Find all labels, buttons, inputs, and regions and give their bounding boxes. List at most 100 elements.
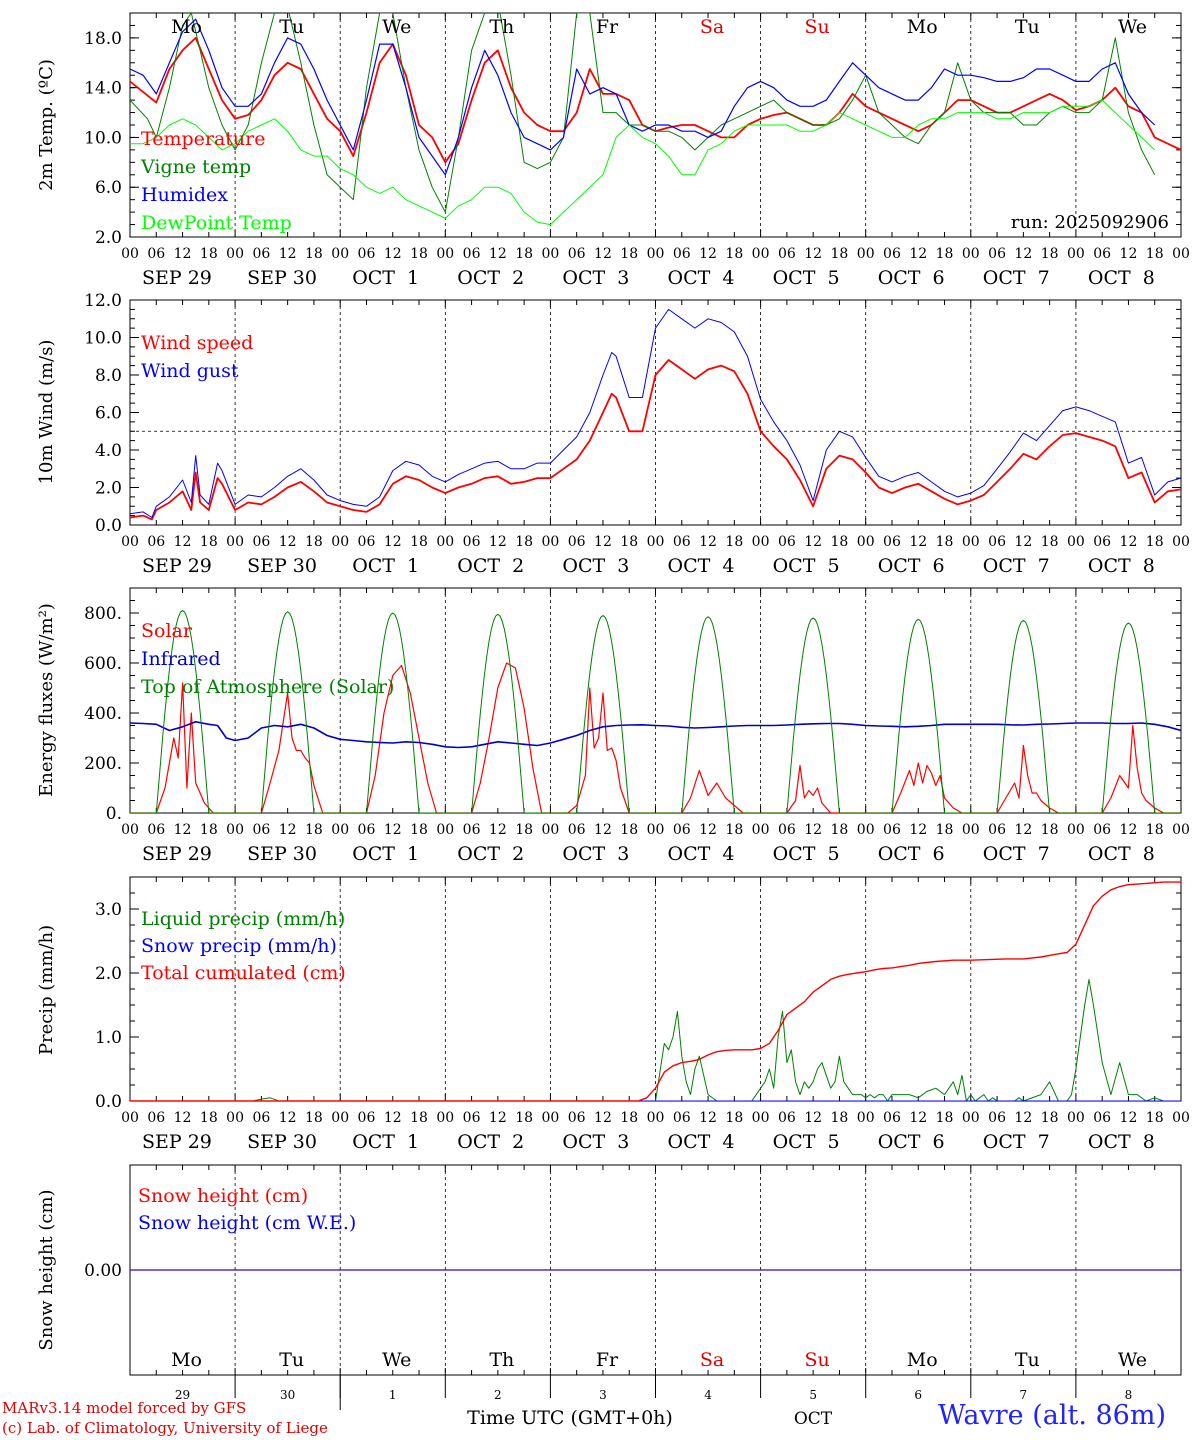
temp-series-humidex <box>130 18 1156 176</box>
energy-hour-tick-label: 06 <box>358 822 376 838</box>
wind-hour-tick-label: 06 <box>147 534 165 550</box>
wind-hour-tick-label: 00 <box>541 534 559 550</box>
energy-hour-tick-label: 06 <box>147 822 165 838</box>
precip-hour-tick-label: 12 <box>909 1110 927 1126</box>
energy-hour-tick-label: 12 <box>384 822 402 838</box>
weekday-label-top: Mo <box>171 16 202 38</box>
weekday-label-top: Tu <box>1015 16 1040 38</box>
weekday-label-bottom: Mo <box>171 1349 202 1371</box>
precip-hour-tick-label: 00 <box>1172 1110 1190 1126</box>
temp-hour-tick-label: 18 <box>515 246 533 262</box>
bottom-day-number: 5 <box>809 1388 817 1402</box>
precip-hour-tick-label: 00 <box>1067 1110 1085 1126</box>
weekday-label-top: Th <box>489 16 514 38</box>
snow-ylabel: Snow height (cm) <box>36 1189 57 1350</box>
energy-date-label: OCT 3 <box>562 843 629 865</box>
wind-hour-tick-label: 18 <box>200 534 218 550</box>
temp-hour-tick-label: 12 <box>699 246 717 262</box>
precip-date-label: SEP 30 <box>247 1131 317 1153</box>
wind-hour-tick-label: 12 <box>1120 534 1138 550</box>
temp-legend-item: Humidex <box>141 184 228 206</box>
energy-hour-tick-label: 18 <box>410 822 428 838</box>
weekday-label-bottom: We <box>382 1349 411 1371</box>
bottom-day-number: 3 <box>599 1388 607 1402</box>
temp-hour-tick-label: 00 <box>857 246 875 262</box>
precip-hour-tick-label: 06 <box>252 1110 270 1126</box>
weekday-label-top: Tu <box>279 16 304 38</box>
precip-hour-tick-label: 00 <box>436 1110 454 1126</box>
energy-hour-tick-label: 06 <box>673 822 691 838</box>
precip-ytick-label: 3.0 <box>95 900 122 920</box>
bottom-day-number: 1 <box>389 1388 397 1402</box>
temp-date-label: SEP 29 <box>142 267 212 289</box>
temp-hour-tick-label: 18 <box>725 246 743 262</box>
precip-legend-item: Snow precip (mm/h) <box>141 935 337 957</box>
precip-hour-tick-label: 12 <box>594 1110 612 1126</box>
wind-date-label: SEP 30 <box>247 555 317 577</box>
wind-legend-item: Wind gust <box>141 360 239 382</box>
precip-hour-tick-label: 12 <box>384 1110 402 1126</box>
wind-hour-tick-label: 18 <box>1041 534 1059 550</box>
energy-hour-tick-label: 00 <box>226 822 244 838</box>
weekday-label-bottom: Fr <box>596 1349 619 1371</box>
wind-hour-tick-label: 06 <box>988 534 1006 550</box>
temp-hour-tick-label: 12 <box>1120 246 1138 262</box>
temp-hour-tick-label: 06 <box>568 246 586 262</box>
wind-hour-tick-label: 00 <box>647 534 665 550</box>
credit-line-2: (c) Lab. of Climatology, University of L… <box>2 1419 328 1437</box>
wind-hour-tick-label: 12 <box>594 534 612 550</box>
temp-hour-tick-label: 18 <box>1146 246 1164 262</box>
energy-hour-tick-label: 18 <box>936 822 954 838</box>
wind-hour-tick-label: 00 <box>962 534 980 550</box>
precip-ytick-label: 0.0 <box>95 1092 122 1112</box>
wind-date-label: OCT 1 <box>352 555 419 577</box>
wind-hour-tick-label: 18 <box>1146 534 1164 550</box>
snow-legend-item: Snow height (cm W.E.) <box>138 1212 356 1234</box>
temp-ylabel: 2m Temp. (ºC) <box>36 59 57 191</box>
precip-hour-tick-label: 06 <box>358 1110 376 1126</box>
wind-ytick-label: 0.0 <box>95 516 122 536</box>
energy-frame <box>129 587 1182 814</box>
energy-ytick-label: 400. <box>84 704 122 724</box>
energy-hour-tick-label: 12 <box>1014 822 1032 838</box>
precip-hour-tick-label: 00 <box>121 1110 139 1126</box>
energy-series-top-of-atmosphere-solar- <box>130 610 1181 813</box>
precip-date-label: OCT 2 <box>457 1131 524 1153</box>
precip-hour-tick-label: 12 <box>699 1110 717 1126</box>
precip-hour-tick-label: 18 <box>410 1110 428 1126</box>
energy-hour-tick-label: 12 <box>594 822 612 838</box>
wind-hour-tick-label: 06 <box>568 534 586 550</box>
temp-hour-tick-label: 18 <box>620 246 638 262</box>
wind-hour-tick-label: 12 <box>279 534 297 550</box>
energy-date-label: OCT 1 <box>352 843 419 865</box>
wind-ytick-label: 12.0 <box>84 291 122 311</box>
precip-hour-tick-label: 12 <box>1014 1110 1032 1126</box>
wind-date-label: OCT 8 <box>1088 555 1155 577</box>
precip-date-label: OCT 7 <box>983 1131 1050 1153</box>
bottom-day-number: 4 <box>704 1388 712 1402</box>
temp-hour-tick-label: 00 <box>752 246 770 262</box>
precip-hour-tick-label: 18 <box>200 1110 218 1126</box>
energy-hour-tick-label: 06 <box>1093 822 1111 838</box>
weekday-label-bottom: Tu <box>1015 1349 1040 1371</box>
wind-date-label: OCT 6 <box>878 555 945 577</box>
precip-hour-tick-label: 18 <box>620 1110 638 1126</box>
temp-ytick-label: 10.0 <box>84 128 122 148</box>
wind-hour-tick-label: 06 <box>1093 534 1111 550</box>
precip-hour-tick-label: 06 <box>673 1110 691 1126</box>
weekday-label-top: Fr <box>596 16 619 38</box>
temp-ytick-label: 2.0 <box>95 228 122 248</box>
temp-hour-tick-label: 18 <box>305 246 323 262</box>
precip-ylabel: Precip (mm/h) <box>36 925 57 1055</box>
energy-hour-tick-label: 12 <box>909 822 927 838</box>
energy-ytick-label: 800. <box>84 604 122 624</box>
energy-hour-tick-label: 18 <box>1041 822 1059 838</box>
energy-hour-tick-label: 18 <box>200 822 218 838</box>
temp-date-label: OCT 8 <box>1088 267 1155 289</box>
temp-date-label: OCT 2 <box>457 267 524 289</box>
wind-hour-tick-label: 12 <box>489 534 507 550</box>
temp-ytick-label: 14.0 <box>84 79 122 99</box>
weekday-label-top: Su <box>805 16 830 38</box>
weekday-label-bottom: Sa <box>700 1349 724 1371</box>
energy-hour-tick-label: 18 <box>620 822 638 838</box>
